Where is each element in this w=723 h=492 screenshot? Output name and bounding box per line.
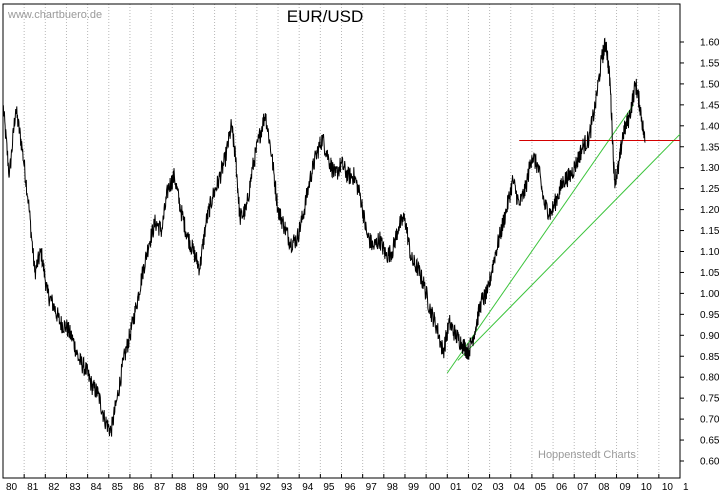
- x-axis: 80 81 82 83 84 85 86 87 88 89 90 91 92 93 94 95 96 97 98 99…: [2, 474, 689, 492]
- y-tick-label: 1.50: [700, 79, 720, 90]
- y-tick-label: 1.45: [700, 100, 720, 111]
- y-tick-label: 0.75: [700, 394, 720, 405]
- y-tick-label: 1.15: [700, 226, 720, 237]
- trendline-2: [457, 133, 681, 361]
- watermark-bottom: Hoppenstedt Charts: [538, 449, 636, 461]
- x-tick-label: 93: [281, 482, 293, 492]
- x-tick-label: 94: [302, 482, 314, 492]
- chart-title: EUR/USD: [287, 7, 364, 26]
- x-tick-label: 99: [408, 482, 420, 492]
- y-tick-label: 1.40: [700, 121, 720, 132]
- x-tick-label: 10: [662, 482, 674, 492]
- watermark-top: www.chartbuero.de: [7, 9, 102, 21]
- x-tick-label: 01: [450, 482, 462, 492]
- trendlines: [446, 104, 681, 374]
- y-tick-label: 0.85: [700, 352, 720, 363]
- y-tick-label: 1.55: [700, 58, 720, 69]
- x-tick-label: 83: [69, 482, 81, 492]
- y-tick-label: 1.20: [700, 205, 720, 216]
- x-tick-label: 91: [239, 482, 251, 492]
- x-tick-label: 10: [641, 482, 653, 492]
- y-tick-label: 1.25: [700, 184, 720, 195]
- y-tick-label: 0.80: [700, 373, 720, 384]
- grid: [23, 4, 660, 478]
- y-tick-label: 1.35: [700, 142, 720, 153]
- y-tick-label: 0.90: [700, 331, 720, 342]
- y-tick-label: 1.60: [700, 38, 720, 49]
- x-tick-label: 96: [345, 482, 357, 492]
- series-line-eurusd: [2, 37, 646, 437]
- x-tick-label: 89: [196, 482, 208, 492]
- x-tick-label: 04: [514, 482, 526, 492]
- x-tick-label: 92: [260, 482, 272, 492]
- x-tick-label: 03: [493, 482, 505, 492]
- x-tick-label: 98: [387, 482, 399, 492]
- y-tick-label: 1.00: [700, 289, 720, 300]
- x-tick-label: 85: [112, 482, 124, 492]
- y-tick-label: 0.60: [700, 457, 720, 468]
- x-tick-label: 07: [577, 482, 589, 492]
- y-tick-label: 0.65: [700, 436, 720, 447]
- trendline-1: [446, 104, 634, 374]
- y-tick-label: 1.05: [700, 268, 720, 279]
- y-tick-label: 1.30: [700, 163, 720, 174]
- x-tick-label: 81: [27, 482, 39, 492]
- x-tick-label: 09: [620, 482, 632, 492]
- y-axis: 1.60 1.55 1.50 1.45 1.40 1.35 1.30 1.25 1.20 1.15…: [680, 38, 720, 468]
- x-tick-label: 00: [429, 482, 441, 492]
- y-tick-label: 0.70: [700, 415, 720, 426]
- x-tick-label: 90: [218, 482, 230, 492]
- x-tick-label: 97: [366, 482, 378, 492]
- x-tick-label: 86: [133, 482, 145, 492]
- x-tick-label: 80: [6, 482, 18, 492]
- y-tick-label: 0.95: [700, 310, 720, 321]
- x-tick-label: 87: [154, 482, 166, 492]
- x-tick-label: 02: [471, 482, 483, 492]
- x-tick-label: 08: [598, 482, 610, 492]
- y-tick-label: 1.10: [700, 247, 720, 258]
- x-tick-label: 95: [323, 482, 335, 492]
- x-tick-label: 88: [175, 482, 187, 492]
- x-tick-label: 1: [683, 482, 689, 492]
- x-tick-label: 05: [535, 482, 547, 492]
- x-tick-label: 82: [48, 482, 60, 492]
- x-tick-label: 84: [91, 482, 103, 492]
- x-tick-label: 06: [556, 482, 568, 492]
